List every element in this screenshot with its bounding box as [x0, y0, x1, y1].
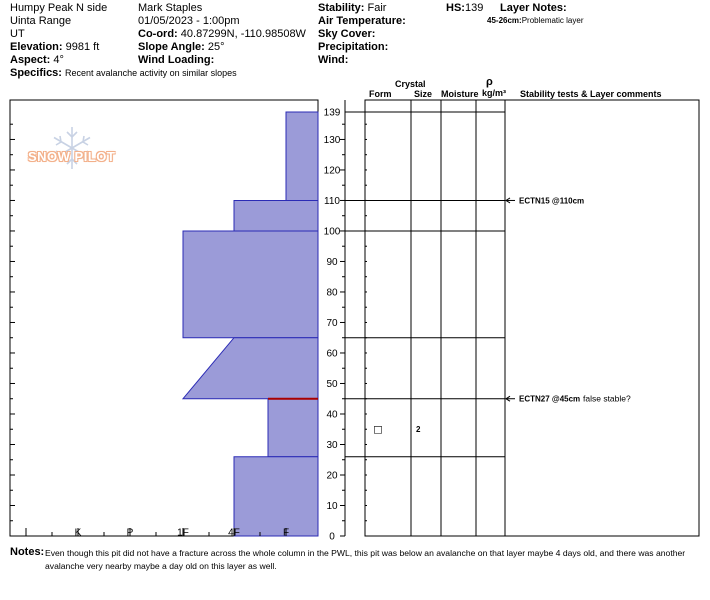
wind-loading-label: Wind Loading:	[138, 54, 215, 66]
hardness-tick-label-4F: 4F	[228, 528, 240, 539]
elevation-label: Elevation:	[10, 41, 63, 53]
depth-label-100: 100	[324, 226, 341, 237]
crystal-header: Crystal	[395, 79, 426, 89]
hardness-layer-1	[233, 199, 319, 232]
notes-line-2: avalanche very nearby maybe a day old on…	[45, 561, 277, 571]
specifics-label: Specifics:	[10, 67, 62, 79]
depth-label-90: 90	[326, 257, 338, 268]
slope-value: 25°	[207, 41, 225, 53]
layer-notes-label: Layer Notes:	[500, 2, 567, 14]
notes-line-1: Even though this pit did not have a frac…	[45, 548, 686, 558]
grain-size-value: 2	[416, 425, 421, 434]
range: Uinta Range	[10, 15, 72, 27]
snowpilot-logo: SNOW PILOT	[28, 124, 140, 194]
notes-label: Notes:	[10, 546, 45, 558]
location: Humpy Peak N side	[10, 2, 108, 14]
hardness-tick-label-K: K	[75, 528, 82, 539]
depth-label-120: 120	[324, 165, 341, 176]
state: UT	[10, 28, 25, 40]
stability-test-comment-1: false stable?	[583, 394, 631, 404]
precip-label: Precipitation:	[318, 41, 389, 53]
layer-note-text: Problematic layer	[521, 16, 584, 25]
stability-test-label-1: ECTN27 @45cm	[519, 395, 580, 404]
stability-label: Stability:	[318, 2, 365, 14]
form-header: Form	[369, 89, 392, 99]
aspect-value: 4°	[53, 54, 64, 66]
hardness-layer-0	[285, 111, 319, 201]
sky-cover-label: Sky Cover:	[318, 28, 376, 40]
hs-value: 139	[464, 2, 484, 14]
coord-value: 40.87299N, -110.98508W	[180, 28, 306, 40]
grain-form-symbol: □	[373, 425, 382, 436]
aspect-label: Aspect:	[10, 54, 51, 66]
depth-label-40: 40	[326, 409, 338, 420]
depth-label-70: 70	[326, 318, 338, 329]
stability-test-label-0: ECTN15 @110cm	[519, 196, 584, 205]
hardness-layer-5	[233, 456, 319, 537]
slope-label: Slope Angle:	[138, 41, 205, 53]
stability-test-arrowhead-0	[505, 197, 511, 204]
depth-label-0: 0	[329, 532, 335, 543]
depth-label-60: 60	[326, 348, 338, 359]
specifics-value: Recent avalanche activity on similar slo…	[65, 68, 237, 78]
depth-label-20: 20	[326, 470, 338, 481]
depth-label-80: 80	[326, 287, 338, 298]
moisture-header: Moisture	[441, 89, 479, 99]
table-frame	[364, 99, 700, 537]
hardness-tick-label-I: I	[25, 528, 28, 539]
stability-value: Fair	[367, 2, 387, 14]
depth-axis: 0 10 20 30 40 50 60 70 80 90 100 110 120 130 139	[324, 100, 367, 543]
hardness-layer-4	[267, 398, 319, 458]
depth-label-110: 110	[324, 196, 340, 207]
hardness-tick-label-F: F	[283, 528, 289, 539]
hs-label: HS:	[446, 2, 465, 14]
hardness-layer-3	[181, 337, 319, 400]
datetime: 01/05/2023 - 1:00pm	[138, 15, 240, 27]
hardness-plot: I K P 1F 4F F	[9, 99, 319, 539]
snowflake-icon	[53, 127, 91, 169]
comments-header: Stability tests & Layer comments	[520, 89, 662, 99]
coord-label: Co-ord:	[138, 28, 178, 40]
depth-label-50: 50	[326, 379, 338, 390]
stability-test-arrowhead-1	[505, 395, 511, 402]
depth-label-30: 30	[326, 440, 338, 451]
density-unit-header: kg/m³	[482, 88, 507, 98]
hardness-tick-label-1F: 1F	[177, 528, 189, 539]
density-rho-header: ρ	[486, 76, 493, 88]
depth-label-10: 10	[326, 501, 338, 512]
elevation-value: 9981 ft	[65, 41, 100, 53]
size-header: Size	[414, 89, 433, 99]
wind-label: Wind:	[318, 54, 349, 66]
layer-note-range: 45-26cm:	[487, 16, 522, 25]
hardness-layer-2	[182, 230, 319, 339]
observer: Mark Staples	[138, 2, 203, 14]
hardness-tick-label-P: P	[127, 528, 134, 539]
logo-text: SNOW PILOT	[28, 149, 116, 164]
air-temp-label: Air Temperature:	[318, 15, 406, 27]
stratigraphy-table: □ 2 ECTN15 @110cm ECTN27 @45cm false stable?	[345, 99, 700, 537]
depth-label-139: 139	[324, 108, 341, 119]
depth-label-130: 130	[324, 135, 341, 146]
